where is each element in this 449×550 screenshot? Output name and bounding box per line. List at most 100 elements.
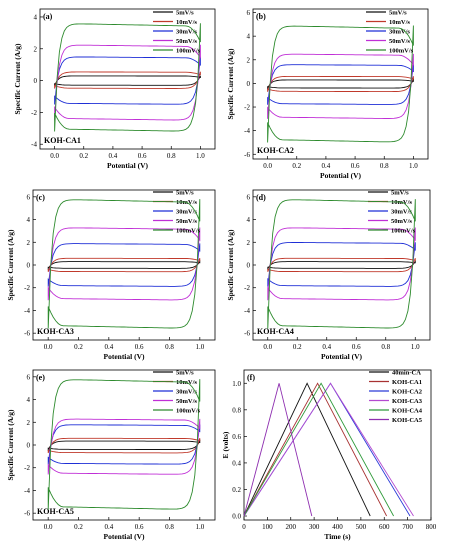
legend-entry: 100mV/s [176,228,201,235]
y-tick-label: 4 [27,216,31,224]
chart-panel-4: 0.0 0.2 0.4 0.6 0.8 1.0 -6 -4 -2 0 2 4 6 Potential (V… [226,190,431,361]
y-tick-label: 2 [27,419,31,427]
legend-entry: 5mV/s [176,10,194,17]
y-tick-label: 6 [27,373,31,381]
legend-entry: 30mV/s [389,29,410,36]
legend-entry: 5mV/s [391,190,409,197]
panel-letter: (b) [256,12,266,21]
x-axis-title: Potential (V) [107,161,149,170]
cv-curve-30mV-s [267,242,416,287]
sample-label: KOH-CA5 [37,507,74,516]
cv-curve-10mV-s [47,257,201,273]
x-tick-label: 0.2 [293,343,302,351]
y-axis-title: Specific Current (A/g) [226,48,235,120]
x-tick-label: 0.4 [104,523,113,531]
cv-curve-10mV-s [267,75,414,93]
legend-entry: 30mV/s [176,29,197,36]
x-tick-label: 0.2 [74,343,83,351]
legend-entry: 5mV/s [176,370,194,377]
gcd-curve-KOH-CA5 [243,383,313,517]
legend-entry: 100mV/s [389,48,414,55]
gcd-curve-KOH-CA4 [243,382,394,517]
x-tick-label: 700 [402,523,413,531]
y-tick-label: 6 [247,193,251,201]
cv-curve-30mV-s [54,56,201,105]
cv-curve-10mV-s [267,257,416,273]
y-tick-label: 0 [27,442,31,450]
legend-entry: KOH-CA4 [392,408,423,415]
gcd-curve-KOH-CA2 [243,382,411,517]
panel-letter: (f) [247,373,255,382]
sample-label: KOH-CA1 [44,136,81,145]
x-tick-label: 0.6 [135,523,144,531]
cv-curve-100mV-s [54,23,201,132]
x-tick-label: 100 [262,523,273,531]
y-tick-label: 4 [27,396,31,404]
y-tick-label: 0 [247,262,251,270]
x-tick-label: 0.6 [135,343,144,351]
x-tick-label: 0.8 [167,152,176,160]
y-axis-title: Specific Current (A/g) [6,409,15,481]
y-tick-label: 0.0 [232,513,241,521]
sample-label: KOH-CA2 [257,146,294,155]
x-tick-label: 0.0 [263,343,272,351]
y-tick-label: 0 [34,77,38,85]
y-tick-label: -4 [244,127,250,135]
legend-entry: 30mV/s [176,389,197,396]
cv-curve-50mV-s [267,227,416,301]
y-tick-label: 0.8 [232,406,241,414]
x-tick-label: 0.0 [44,523,53,531]
x-tick-label: 600 [379,523,390,531]
x-tick-label: 400 [332,523,343,531]
x-tick-label: 0.8 [381,343,390,351]
legend-entry: KOH-CA3 [392,398,423,405]
gcd-curve-KOH-CA1 [243,382,387,517]
x-tick-label: 0.2 [292,162,301,170]
x-tick-label: 1.0 [195,523,204,531]
y-tick-label: 6 [247,9,251,17]
chart-panel-2: 0.0 0.2 0.4 0.6 0.8 1.0 -6 -4 -2 0 2 4 6 Potential (V… [226,8,429,180]
plot-frame [39,8,216,150]
legend-entry: KOH-CA1 [392,379,422,386]
x-axis-title: Time (s) [324,532,351,541]
x-tick-label: 0.2 [79,152,88,160]
cv-curve-50mV-s [47,418,201,475]
legend-entry: 5mV/s [389,10,407,17]
legend-entry: 10mV/s [389,19,410,26]
x-tick-label: 0.4 [322,343,331,351]
cv-curve-10mV-s [54,71,201,89]
x-tick-label: 0 [242,523,246,531]
y-tick-label: -4 [244,307,250,315]
x-axis-title: Potential (V) [321,352,363,361]
y-tick-label: -2 [31,109,37,117]
chart-panel-3: 0.0 0.2 0.4 0.6 0.8 1.0 -6 -4 -2 0 2 4 6 Potential (V… [6,190,216,361]
cv-curve-50mV-s [54,44,201,121]
cv-curve-30mV-s [47,243,201,287]
cv-curve-100mV-s [47,379,201,510]
chart-panel-1: 0.0 0.2 0.4 0.6 0.8 1.0 -4 -2 0 2 4 Potential (V) Sp… [13,8,216,170]
y-tick-label: -2 [24,284,30,292]
cv-curve-100mV-s [267,199,416,329]
y-tick-label: 2 [247,56,251,64]
panel-letter: (d) [256,193,266,202]
gcd-curve-KOH-CA3 [243,382,414,517]
legend-entry: 5mV/s [176,190,194,197]
y-tick-label: -2 [244,104,250,112]
x-tick-label: 0.6 [351,162,360,170]
cv-curve-5mV-s [47,260,201,270]
y-tick-label: 2 [34,45,38,53]
y-axis-title: Specific Current (A/g) [13,43,22,115]
legend-entry: 50mV/s [391,218,412,225]
legend-entry: KOH-CA2 [392,389,422,396]
legend-entry: 50mV/s [176,398,197,405]
legend-entry: 50mV/s [176,218,197,225]
cv-curve-30mV-s [47,424,201,465]
x-axis-title: Potential (V) [103,352,145,361]
y-tick-label: 0.6 [232,433,241,441]
y-tick-label: 0.2 [232,486,241,494]
y-tick-label: 0.4 [232,459,241,467]
panel-letter: (a) [43,12,53,21]
legend-entry: 50mV/s [389,38,410,45]
y-axis-title: Specific Current (A/g) [226,229,235,301]
